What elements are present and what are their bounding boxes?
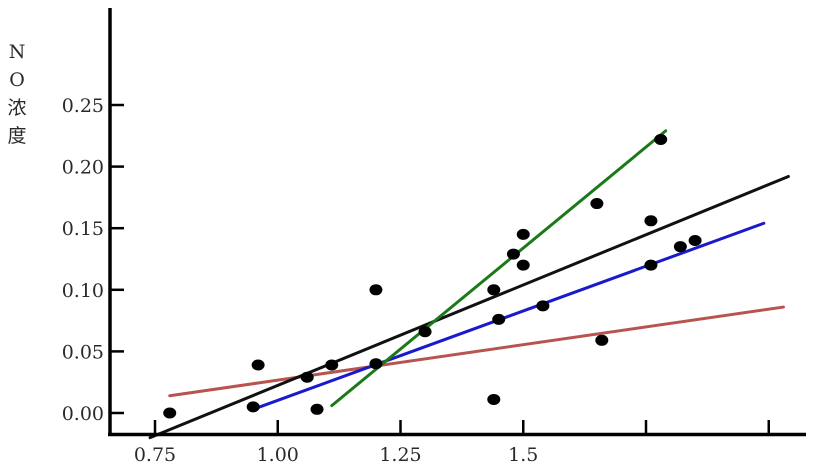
data-point	[688, 235, 702, 247]
data-point	[536, 300, 550, 312]
data-point	[418, 326, 432, 338]
data-point	[251, 359, 265, 371]
data-point	[300, 371, 314, 383]
data-point	[516, 259, 530, 271]
y-axis-title-char: 度	[7, 125, 26, 147]
data-point	[325, 359, 339, 371]
data-point	[516, 228, 530, 240]
x-tick-label: 0.75	[134, 444, 176, 466]
y-tick-label: 0.20	[62, 157, 104, 179]
data-point	[369, 284, 383, 296]
data-point	[163, 407, 177, 419]
data-point	[654, 133, 668, 145]
y-axis-title-char: 浓	[7, 97, 26, 119]
data-point	[595, 334, 609, 346]
fit-line	[251, 221, 766, 411]
data-point	[644, 259, 658, 271]
data-point	[369, 358, 383, 370]
data-point	[487, 284, 501, 296]
y-tick-label: 0.15	[62, 218, 104, 240]
x-tick-label: 1.25	[379, 444, 421, 466]
fit-line	[148, 174, 790, 440]
fit-line	[330, 129, 668, 408]
data-point	[673, 241, 687, 253]
x-tick-label: 1.00	[257, 444, 299, 466]
y-axis-title: N O 浓 度	[7, 41, 26, 147]
x-ticks: 0.75 1.00 1.25 1.5	[134, 420, 770, 466]
x-tick-label: 1.5	[508, 444, 538, 466]
y-tick-label: 0.05	[62, 341, 104, 363]
data-point	[644, 215, 658, 227]
data-point	[487, 393, 501, 405]
y-tick-label: 0.10	[62, 280, 104, 302]
y-axis-title-char: O	[9, 69, 25, 91]
data-points	[163, 133, 702, 419]
y-ticks: 0.00 0.05 0.10 0.15 0.20 0.25	[62, 95, 124, 425]
fit-lines	[148, 129, 790, 440]
data-point	[590, 198, 604, 210]
data-point	[492, 313, 506, 325]
data-point	[246, 401, 260, 413]
data-point	[310, 403, 324, 415]
y-tick-label: 0.00	[62, 403, 104, 425]
data-point	[506, 248, 520, 260]
fit-line	[168, 305, 785, 398]
y-axis-title-char: N	[9, 41, 26, 63]
y-tick-label: 0.25	[62, 95, 104, 117]
